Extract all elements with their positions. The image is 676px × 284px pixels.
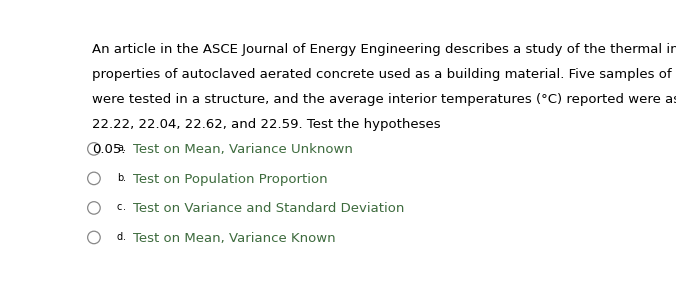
Text: An article in the ASCE Journal of Energy Engineering describes a study of the th: An article in the ASCE Journal of Energy… xyxy=(93,43,676,56)
Text: .: . xyxy=(123,202,126,212)
Text: were tested in a structure, and the average interior temperatures (°C) reported : were tested in a structure, and the aver… xyxy=(93,93,676,106)
Text: a: a xyxy=(117,143,123,153)
Text: d: d xyxy=(117,232,123,242)
Text: Test on Mean, Variance Unknown: Test on Mean, Variance Unknown xyxy=(132,143,353,156)
Text: c: c xyxy=(117,202,122,212)
Text: .: . xyxy=(123,173,126,183)
Text: .: . xyxy=(123,143,126,153)
Text: Test on Variance and Standard Deviation: Test on Variance and Standard Deviation xyxy=(132,202,404,216)
Text: 0.05.: 0.05. xyxy=(93,143,126,156)
Text: properties of autoclaved aerated concrete used as a building material. Five samp: properties of autoclaved aerated concret… xyxy=(93,68,676,81)
Text: b: b xyxy=(117,173,123,183)
Text: .: . xyxy=(123,232,126,242)
Text: Test on Mean, Variance Known: Test on Mean, Variance Known xyxy=(132,232,335,245)
Text: 22.22, 22.04, 22.62, and 22.59. Test the hypotheses: 22.22, 22.04, 22.62, and 22.59. Test the… xyxy=(93,118,445,131)
Text: Test on Population Proportion: Test on Population Proportion xyxy=(132,173,327,186)
